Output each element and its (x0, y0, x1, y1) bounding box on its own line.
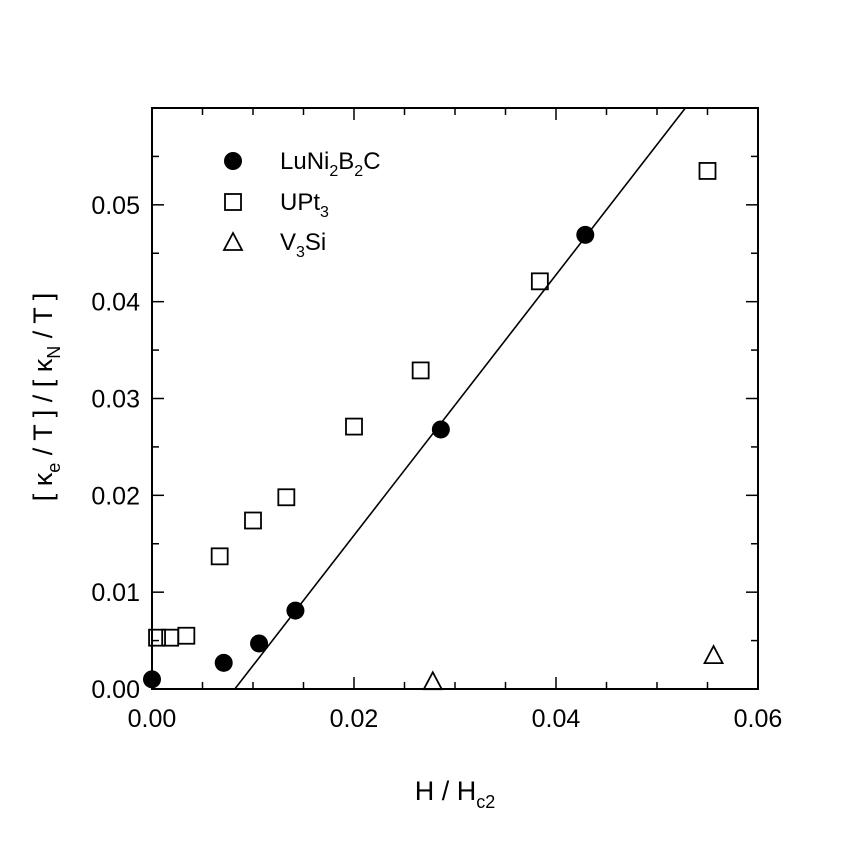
y-axis-title: [ κe / T ] / [ κN / T ] (28, 293, 64, 502)
upt3-point (345, 417, 363, 436)
luni2b2c-point (214, 653, 233, 672)
x-tick-label: 0.00 (128, 705, 177, 733)
upt3-point (698, 162, 717, 180)
fit-line-group (234, 107, 686, 690)
x-tick-label: 0.02 (330, 705, 379, 733)
legend: LuNi2B2C UPt3 V3Si (222, 148, 381, 261)
legend-icons (222, 152, 244, 251)
axis-tick-labels: 0.00 0.02 0.04 0.06 0.00 0.01 0.02 0.03 0.04 0.05 (91, 192, 782, 733)
upt3-point (177, 626, 196, 645)
upt3-point (244, 511, 262, 530)
x-tick-label: 0.04 (532, 705, 581, 733)
fit-line (234, 107, 686, 690)
y-tick-label: 0.00 (91, 676, 140, 704)
y-tick-label: 0.02 (91, 482, 140, 510)
y-tick-label: 0.01 (91, 579, 140, 607)
luni2b2c-point (286, 601, 305, 620)
v3si-point (422, 670, 444, 691)
x-tick-label: 0.06 (734, 705, 783, 733)
upt3-point (210, 547, 229, 566)
upt3-point (148, 628, 166, 647)
legend-marker-open-triangle (222, 231, 244, 251)
luni2b2c-point (576, 225, 595, 244)
legend-label-luni2b2c: LuNi2B2C (280, 148, 381, 180)
plot-frame (151, 107, 759, 690)
luni2b2c-point (250, 634, 269, 653)
upt3-point (411, 361, 430, 380)
x-axis-title: H / Hc2 (415, 776, 496, 812)
luni2b2c-point (431, 420, 450, 439)
data-markers (143, 162, 725, 691)
y-tick-label: 0.03 (91, 386, 140, 414)
y-tick-label: 0.04 (91, 289, 140, 317)
v3si-point (703, 644, 725, 665)
upt3-point (277, 488, 296, 507)
legend-label-upt3: UPt3 (280, 189, 329, 221)
upt3-point (530, 272, 549, 291)
y-tick-label: 0.05 (91, 192, 140, 220)
legend-label-v3si: V3Si (280, 229, 326, 261)
legend-marker-filled-circle (224, 152, 242, 170)
legend-marker-open-square (224, 193, 242, 211)
axis-ticks (151, 108, 759, 690)
